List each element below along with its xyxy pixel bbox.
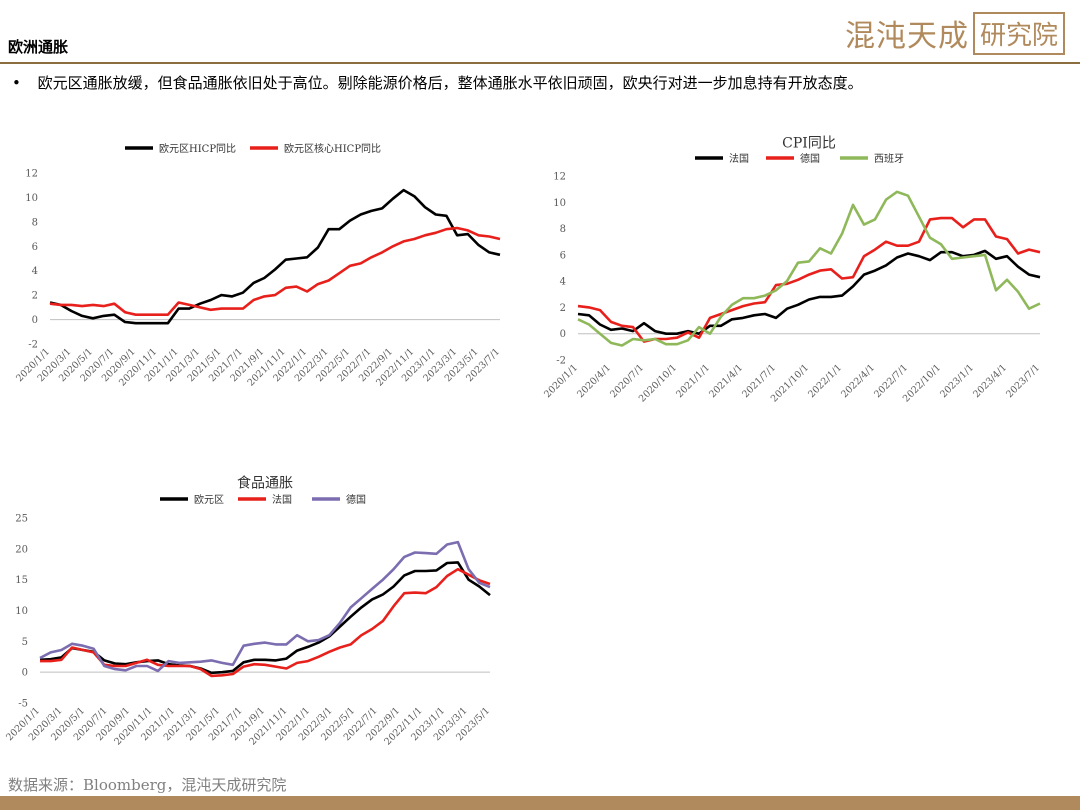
y-tick-label: -5 (18, 699, 28, 710)
y-tick-label: 4 (32, 266, 38, 277)
series-line (577, 216, 1041, 343)
page-title: 欧洲通胀 (8, 38, 69, 56)
chart-title: CPI同比 (782, 136, 836, 152)
y-tick-label: 0 (560, 329, 566, 340)
legend-label: 德国 (346, 493, 366, 506)
bullet-marker: • (12, 74, 21, 92)
y-tick-label: 8 (32, 217, 38, 228)
legend-label: 德国 (800, 152, 820, 165)
y-tick-label: 10 (553, 198, 566, 209)
legend-label: 法国 (729, 152, 749, 165)
bullet-text: 欧元区通胀放缓，但食品通胀依旧处于高位。剔除能源价格后，整体通胀水平依旧顽固，欧… (37, 74, 863, 92)
series-line (39, 561, 491, 675)
y-tick-label: 6 (32, 242, 38, 253)
y-tick-label: 20 (15, 544, 28, 555)
y-tick-label: 15 (15, 575, 28, 586)
y-tick-label: 12 (25, 169, 38, 180)
logo-main-text: 混沌天成 (845, 19, 969, 54)
brand-logo: 混沌天成 研究院 (845, 11, 1066, 55)
series-line (39, 540, 491, 673)
x-tick-label: 2022/4/1 (839, 362, 877, 400)
x-tick-label: 2023/4/1 (971, 362, 1009, 400)
y-tick-label: 10 (15, 606, 28, 617)
y-tick-label: 6 (560, 250, 566, 261)
y-tick-label: 8 (560, 224, 566, 235)
footer-bar (0, 796, 1080, 810)
series-line (577, 249, 1041, 335)
y-tick-label: 4 (560, 277, 566, 288)
legend-label: 欧元区核心HICP同比 (284, 142, 381, 155)
eurozone-hicp-chart: 欧元区HICP同比 欧元区核心HICP同比-20246810122020/1/12… (14, 142, 502, 389)
y-tick-label: 12 (553, 172, 566, 183)
series-line (577, 190, 1041, 347)
y-tick-label: 0 (22, 668, 28, 679)
x-tick-label: 2023/1/1 (938, 362, 976, 400)
x-tick-label: 2021/1/1 (674, 362, 712, 400)
data-source-note: 数据来源：Bloomberg，混沌天成研究院 (8, 776, 287, 794)
legend-label: 法国 (272, 493, 292, 506)
header-divider (0, 62, 1080, 64)
chart-title: 食品通胀 (237, 475, 293, 492)
y-tick-label: 0 (32, 315, 38, 326)
y-tick-label: 2 (560, 303, 566, 314)
y-tick-label: 25 (15, 514, 28, 525)
series-line (49, 188, 501, 325)
x-tick-label: 2022/1/1 (806, 362, 844, 400)
legend-label: 西班牙 (874, 153, 904, 165)
legend-label: 欧元区 (194, 494, 224, 506)
y-tick-label: 10 (25, 193, 38, 204)
x-tick-label: 2023/7/1 (1004, 362, 1042, 400)
x-tick-label: 2020/4/1 (575, 362, 613, 400)
y-tick-label: 5 (22, 637, 28, 648)
y-tick-label: -2 (556, 356, 566, 367)
y-tick-label: 2 (32, 291, 38, 302)
legend-label: 欧元区HICP同比 (159, 143, 236, 155)
logo-box-text: 研究院 (973, 11, 1066, 55)
series-line (49, 226, 501, 316)
y-tick-label: -2 (28, 340, 38, 351)
bullet-point: • 欧元区通胀放缓，但食品通胀依旧处于高位。剔除能源价格后，整体通胀水平依旧顽固… (12, 72, 863, 93)
x-tick-label: 2021/4/1 (707, 362, 745, 400)
series-line (40, 567, 491, 678)
x-tick-label: 2020/1/1 (542, 362, 580, 400)
